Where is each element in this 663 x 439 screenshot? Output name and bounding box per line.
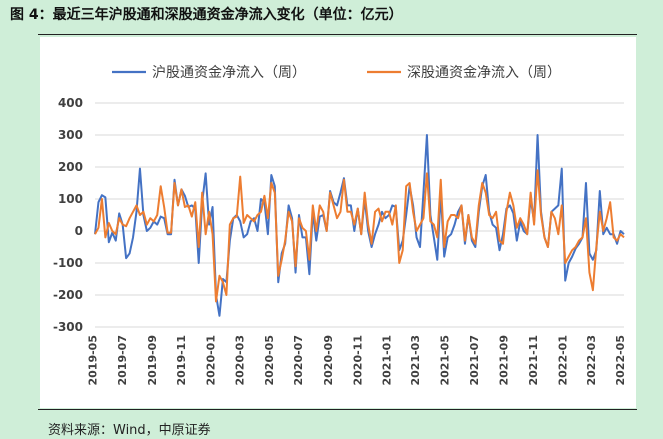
x-tick-label: 2021-11	[527, 335, 540, 386]
x-tick-label: 2020-07	[292, 335, 305, 386]
x-tick-label: 2021-09	[498, 335, 511, 386]
y-tick-label: 200	[58, 160, 83, 174]
x-tick-label: 2020-05	[263, 335, 276, 386]
figure-title: 图 4：最近三年沪股通和深股通资金净流入变化（单位：亿元）	[10, 7, 403, 23]
top-rule	[38, 34, 637, 35]
x-tick-label: 2022-01	[556, 335, 569, 386]
x-tick-label: 2021-03	[409, 335, 422, 386]
x-tick-label: 2019-07	[116, 335, 129, 386]
x-tick-label: 2021-05	[438, 335, 451, 386]
y-tick-label: 400	[58, 96, 83, 110]
x-tick-label: 2020-11	[351, 335, 364, 386]
x-tick-label: 2019-11	[175, 335, 188, 386]
chart-panel	[40, 37, 636, 408]
y-tick-label: -300	[53, 320, 83, 334]
x-tick-label: 2021-07	[468, 335, 481, 386]
y-tick-label: 100	[58, 192, 83, 206]
legend-label: 沪股通资金净流入（周）	[152, 65, 306, 81]
x-tick-label: 2020-03	[233, 335, 246, 386]
x-tick-label: 2020-01	[205, 335, 218, 386]
source-note: 资料来源：Wind，中原证券	[48, 423, 211, 438]
legend-label: 深股通资金净流入（周）	[407, 65, 561, 81]
series-line-sgt	[94, 169, 625, 303]
x-tick-label: 2019-09	[146, 335, 159, 386]
x-tick-label: 2021-01	[381, 335, 394, 386]
y-tick-label: 0	[75, 224, 83, 238]
x-tick-label: 2022-05	[614, 335, 627, 386]
x-tick-label: 2020-09	[322, 335, 335, 386]
bottom-rule	[38, 409, 637, 410]
y-tick-label: 300	[58, 128, 83, 142]
y-tick-label: -100	[53, 256, 83, 270]
x-tick-label: 2022-03	[585, 335, 598, 386]
y-tick-label: -200	[53, 288, 83, 302]
x-tick-label: 2019-05	[87, 335, 100, 386]
